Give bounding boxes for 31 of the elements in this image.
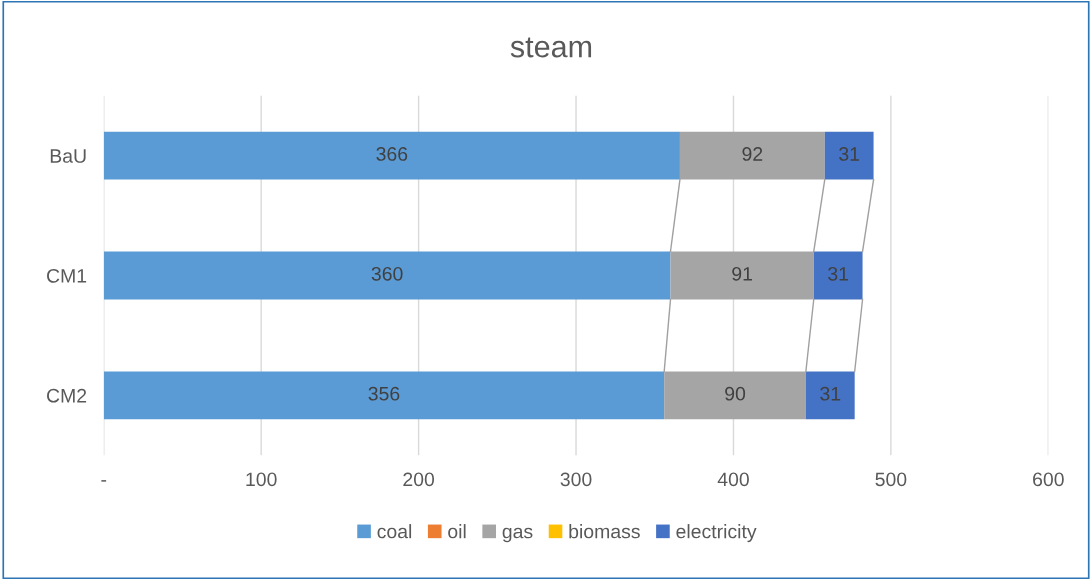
- legend-label: gas: [502, 527, 533, 543]
- data-label: 356: [368, 386, 400, 401]
- x-tick-label: 400: [717, 472, 749, 487]
- data-label: 366: [376, 147, 408, 161]
- bar: [805, 371, 855, 420]
- y-tick-label: CM1: [47, 268, 87, 283]
- bar: [813, 251, 863, 300]
- x-tick-label: 100: [246, 472, 277, 487]
- bar: [103, 251, 671, 300]
- bar: [824, 131, 874, 180]
- data-label: 360: [371, 266, 403, 281]
- x-tick-label: 600: [1033, 472, 1064, 487]
- x-tick-label: 500: [875, 472, 907, 487]
- bar: [103, 131, 680, 180]
- legend-label: coal: [377, 524, 412, 539]
- legend-label: biomass: [569, 524, 640, 539]
- y-tick-label: CM2: [47, 388, 87, 403]
- x-tick-label: -: [101, 480, 107, 482]
- bar: [103, 371, 665, 420]
- data-label: 90: [725, 386, 746, 401]
- chart-title: steam: [510, 37, 592, 58]
- data-label: 31: [839, 147, 860, 161]
- data-label: 31: [820, 386, 841, 401]
- x-tick-label: 300: [560, 472, 592, 487]
- data-label: 91: [732, 266, 752, 281]
- data-label: 92: [742, 147, 763, 161]
- data-label: 31: [828, 266, 849, 281]
- y-tick-label: BaU: [50, 149, 86, 163]
- legend-label: electricity: [676, 524, 757, 543]
- legend-label: oil: [448, 524, 466, 539]
- x-tick-label: 200: [403, 472, 435, 487]
